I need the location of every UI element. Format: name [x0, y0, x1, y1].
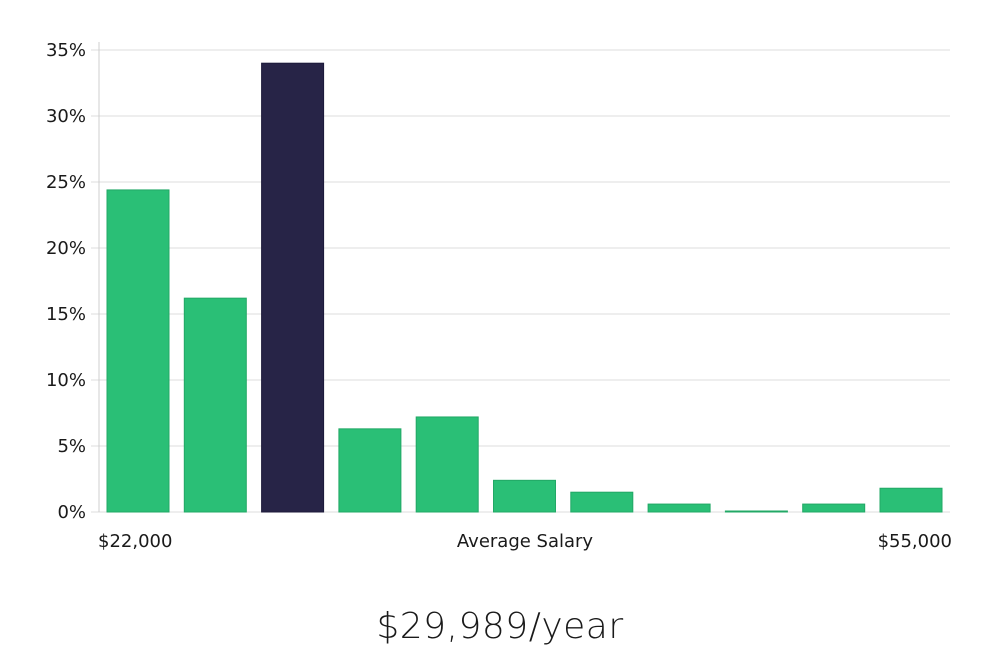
y-tick-label: 35%	[46, 40, 86, 61]
x-min-label: $22,000	[98, 531, 172, 552]
y-tick-label: 25%	[46, 172, 86, 193]
bar	[183, 297, 247, 513]
y-tick-label: 10%	[46, 370, 86, 391]
bar	[570, 491, 634, 513]
x-max-label: $55,000	[878, 531, 952, 552]
bar	[647, 503, 711, 513]
y-tick-labels: 0% 5% 10% 15% 20% 25% 30% 35%	[46, 40, 86, 523]
bar	[879, 487, 943, 513]
bar	[415, 416, 479, 513]
bar	[802, 503, 866, 513]
y-tick-label: 5%	[57, 436, 86, 457]
bars	[106, 62, 943, 513]
y-tick-label: 0%	[57, 502, 86, 523]
bar-highlighted	[261, 62, 325, 513]
salary-histogram: 0% 5% 10% 15% 20% 25% 30% 35% $22,000 Average S…	[46, 40, 952, 552]
bar	[724, 510, 788, 513]
x-axis-title: Average Salary	[457, 531, 594, 552]
average-salary-headline: $29,989/year	[376, 606, 624, 647]
y-tick-label: 20%	[46, 238, 86, 259]
bar	[338, 428, 402, 513]
bar	[493, 479, 556, 513]
y-tick-label: 15%	[46, 304, 86, 325]
bar	[106, 189, 170, 513]
y-tick-label: 30%	[46, 106, 86, 127]
